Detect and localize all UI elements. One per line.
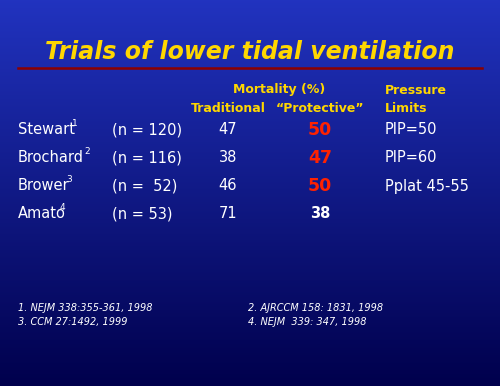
Text: Trials of lower tidal ventilation: Trials of lower tidal ventilation (45, 40, 455, 64)
Text: 38: 38 (310, 207, 330, 222)
Text: Brower: Brower (18, 178, 70, 193)
Text: 71: 71 (218, 207, 238, 222)
Text: 47: 47 (218, 122, 238, 137)
Text: Brochard: Brochard (18, 151, 84, 166)
Text: Amato: Amato (18, 207, 66, 222)
Text: 4: 4 (60, 203, 66, 213)
Text: (n =  52): (n = 52) (112, 178, 178, 193)
Text: PIP=50: PIP=50 (385, 122, 438, 137)
Text: (n = 116): (n = 116) (112, 151, 182, 166)
Text: Mortality (%): Mortality (%) (233, 83, 325, 96)
Text: 4. NEJM  339: 347, 1998: 4. NEJM 339: 347, 1998 (248, 317, 366, 327)
Text: Limits: Limits (385, 102, 428, 115)
Text: Traditional: Traditional (190, 102, 266, 115)
Text: 3: 3 (66, 176, 72, 185)
Text: 2: 2 (84, 147, 89, 156)
Text: Stewart: Stewart (18, 122, 75, 137)
Text: Pplat 45-55: Pplat 45-55 (385, 178, 469, 193)
Text: 38: 38 (219, 151, 237, 166)
Text: 50: 50 (308, 177, 332, 195)
Text: 1: 1 (72, 120, 78, 129)
Text: (n = 53): (n = 53) (112, 207, 172, 222)
Text: (n = 120): (n = 120) (112, 122, 182, 137)
Text: “Protective”: “Protective” (276, 102, 364, 115)
Text: PIP=60: PIP=60 (385, 151, 438, 166)
Text: 1. NEJM 338:355-361, 1998: 1. NEJM 338:355-361, 1998 (18, 303, 152, 313)
Text: 47: 47 (308, 149, 332, 167)
Text: 50: 50 (308, 121, 332, 139)
Text: 46: 46 (219, 178, 238, 193)
Text: Pressure: Pressure (385, 83, 447, 96)
Text: 2. AJRCCM 158: 1831, 1998: 2. AJRCCM 158: 1831, 1998 (248, 303, 383, 313)
Text: 3. CCM 27:1492, 1999: 3. CCM 27:1492, 1999 (18, 317, 128, 327)
